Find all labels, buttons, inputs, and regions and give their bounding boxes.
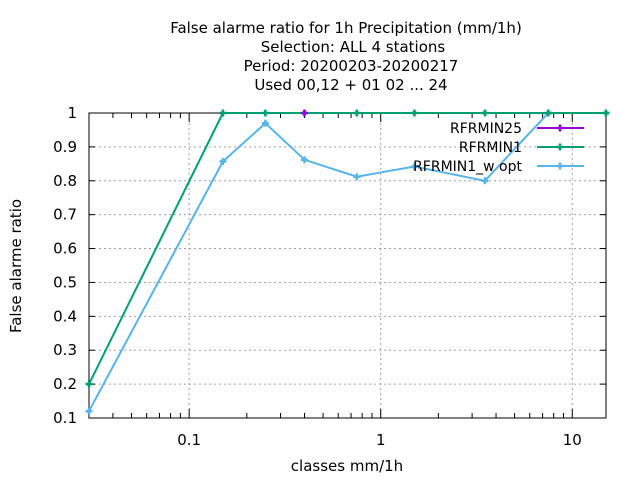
y-tick-label: 0.6 [53,240,77,258]
series-line [88,112,606,385]
legend-label: RFRMIN1 [459,140,522,156]
axis-ticks [88,112,606,419]
legend-label: RFRMIN1_w opt [413,159,522,175]
x-tick-label: 1 [376,431,386,449]
y-tick-label: 0.1 [53,409,77,427]
data-point-dot [87,409,91,414]
chart-title-line-1: False alarme ratio for 1h Precipitation … [170,19,522,37]
data-point-dot [220,111,225,115]
data-point-dot [354,111,359,115]
data-point-dot [263,111,268,115]
chart-title-line-3: Period: 20200203-20200217 [244,57,459,75]
tick-labels: 0.1 0.2 0.3 0.4 0.5 0.6 0.7 0.8 0.9 1 0.1 1 10 [53,104,582,449]
series-2 [85,109,610,415]
data-point-dot [604,111,608,115]
data-point-dot [412,111,417,115]
series-line [88,112,606,412]
data-point-dot [263,121,268,126]
chart-title: False alarme ratio for 1h Precipitation … [170,19,522,94]
y-tick-label: 0.7 [53,206,77,224]
legend-label: RFRMIN25 [450,121,522,137]
y-tick-label: 0.5 [53,273,77,291]
x-axis-label: classes mm/1h [291,457,403,475]
legend-entry: RFRMIN1_w opt [413,159,584,175]
x-tick-label: 0.1 [177,431,201,449]
x-tick-label: 10 [563,431,582,449]
data-point-dot [220,159,225,164]
data-point-dot [412,164,417,169]
y-axis-label: False alarme ratio [7,199,25,333]
legend-entry: RFRMIN1 [459,140,584,156]
data-point-dot [546,111,551,115]
legend-marker [556,143,564,151]
series-0 [300,109,308,117]
data-point-dot [302,157,307,162]
legend-marker [556,162,564,170]
y-tick-label: 0.4 [53,307,77,325]
data-point-dot [482,111,487,115]
y-tick-label: 0.2 [53,375,77,393]
y-tick-label: 0.3 [53,341,77,359]
y-tick-label: 0.8 [53,172,77,190]
y-tick-label: 1 [67,104,77,122]
y-tick-label: 0.9 [53,138,77,156]
chart-title-line-2: Selection: ALL 4 stations [261,38,446,56]
data-point-dot [482,178,487,183]
data-point-dot [302,111,307,115]
legend-entry: RFRMIN25 [450,121,584,137]
legend: RFRMIN25 RFRMIN1 RFRMIN1_w opt [413,121,584,175]
data-point-dot [354,174,359,179]
data-series [85,109,610,415]
data-point-dot [87,382,91,387]
chart-title-line-4: Used 00,12 + 01 02 ... 24 [254,76,447,94]
legend-marker [556,124,564,132]
